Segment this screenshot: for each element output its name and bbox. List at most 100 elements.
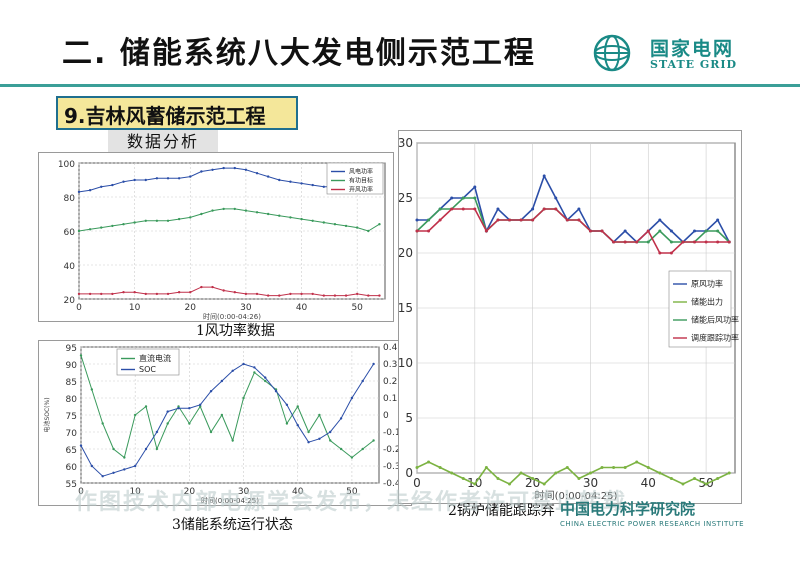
- y-tick-label: 55: [66, 480, 77, 490]
- state-grid-logo: [593, 34, 631, 72]
- legend-box: [326, 162, 384, 195]
- x-tick-label: 10: [129, 487, 141, 497]
- data-point: [189, 175, 192, 178]
- data-point: [242, 396, 245, 400]
- legend-label: 储能后风功率: [691, 315, 739, 325]
- data-point: [133, 178, 136, 182]
- data-point: [427, 229, 431, 233]
- data-point: [100, 292, 103, 296]
- data-point: [285, 422, 289, 425]
- data-point: [266, 212, 270, 216]
- data-point: [588, 229, 592, 233]
- data-point: [669, 240, 673, 244]
- y-tick-label: 80: [64, 194, 76, 204]
- data-point: [508, 482, 512, 486]
- data-point: [122, 223, 125, 226]
- data-point: [242, 362, 245, 366]
- data-point: [155, 219, 159, 222]
- data-point: [531, 477, 535, 480]
- data-point: [438, 207, 442, 211]
- x-axis-label: 时间(0:00-04:25): [535, 489, 618, 502]
- data-point: [231, 439, 234, 442]
- data-point: [378, 223, 381, 226]
- data-point: [693, 477, 697, 480]
- data-point: [122, 291, 125, 294]
- chart1-caption: 1风功率数据: [196, 323, 275, 339]
- data-point: [88, 228, 92, 231]
- data-point: [220, 413, 224, 417]
- data-point: [209, 390, 213, 393]
- data-point: [355, 292, 359, 296]
- y-axis-label: 电池SOC(%): [43, 397, 51, 432]
- data-point: [588, 471, 592, 475]
- series-line: [417, 208, 730, 254]
- data-point: [133, 291, 136, 294]
- data-point: [473, 196, 477, 200]
- x-tick-label: 0: [76, 303, 82, 313]
- data-point: [231, 369, 234, 372]
- data-point: [264, 379, 267, 383]
- data-point: [646, 229, 650, 233]
- data-point: [612, 466, 616, 469]
- data-point: [300, 217, 303, 221]
- x-tick-label: 40: [296, 303, 308, 313]
- y-tick-label: 15: [398, 301, 413, 315]
- data-point: [508, 218, 512, 222]
- y-tick-label: 60: [64, 228, 76, 238]
- data-point: [300, 292, 303, 296]
- series-line: [80, 363, 375, 477]
- data-point: [144, 292, 147, 296]
- data-point: [496, 207, 500, 211]
- data-point: [177, 407, 180, 410]
- data-point: [716, 229, 720, 233]
- data-point: [484, 466, 488, 469]
- data-point: [311, 183, 314, 187]
- subtitle-box: [56, 96, 298, 130]
- data-point: [166, 422, 169, 425]
- data-point: [318, 413, 321, 417]
- data-point: [415, 229, 419, 233]
- data-point: [727, 471, 731, 475]
- data-point: [101, 475, 104, 478]
- y-right-tick-label: 0: [383, 411, 389, 421]
- data-point: [311, 292, 314, 296]
- data-point: [177, 291, 181, 294]
- y-tick-label: 10: [398, 356, 413, 370]
- data-point: [438, 466, 442, 469]
- x-tick-label: 30: [583, 476, 598, 490]
- data-point: [322, 294, 325, 297]
- y-tick-label: 70: [66, 429, 78, 439]
- data-point: [278, 214, 281, 217]
- data-point: [681, 482, 685, 486]
- data-point: [155, 292, 159, 296]
- wind-power-chart: 20 40 60 80 100 0 10 20 30 40 50 时间(0:00-04:26) 风电功率…: [38, 152, 394, 322]
- data-point: [166, 177, 170, 180]
- data-point: [339, 417, 343, 420]
- data-point: [112, 471, 115, 474]
- data-point: [318, 437, 321, 440]
- legend-label: 原风功率: [691, 279, 723, 289]
- y-tick-label: 95: [66, 344, 77, 354]
- data-point: [88, 292, 92, 296]
- data-point: [716, 240, 720, 244]
- data-point: [367, 229, 370, 233]
- data-point: [600, 466, 604, 469]
- data-point: [473, 185, 477, 189]
- data-point: [111, 224, 114, 228]
- data-point: [635, 460, 639, 464]
- data-point: [211, 209, 214, 212]
- data-point: [600, 229, 604, 233]
- data-point: [658, 218, 662, 222]
- data-point: [519, 471, 523, 475]
- data-point: [367, 294, 370, 297]
- data-point: [289, 216, 292, 219]
- data-point: [693, 229, 697, 233]
- y-tick-label: 60: [66, 463, 78, 473]
- y-right-tick-label: 0.2: [383, 377, 397, 387]
- data-point: [450, 196, 454, 200]
- series-line: [416, 461, 730, 486]
- data-point: [542, 174, 546, 178]
- data-point: [577, 477, 581, 480]
- legend-label: 弃风功率: [349, 186, 373, 194]
- y-tick-label: 5: [405, 411, 413, 425]
